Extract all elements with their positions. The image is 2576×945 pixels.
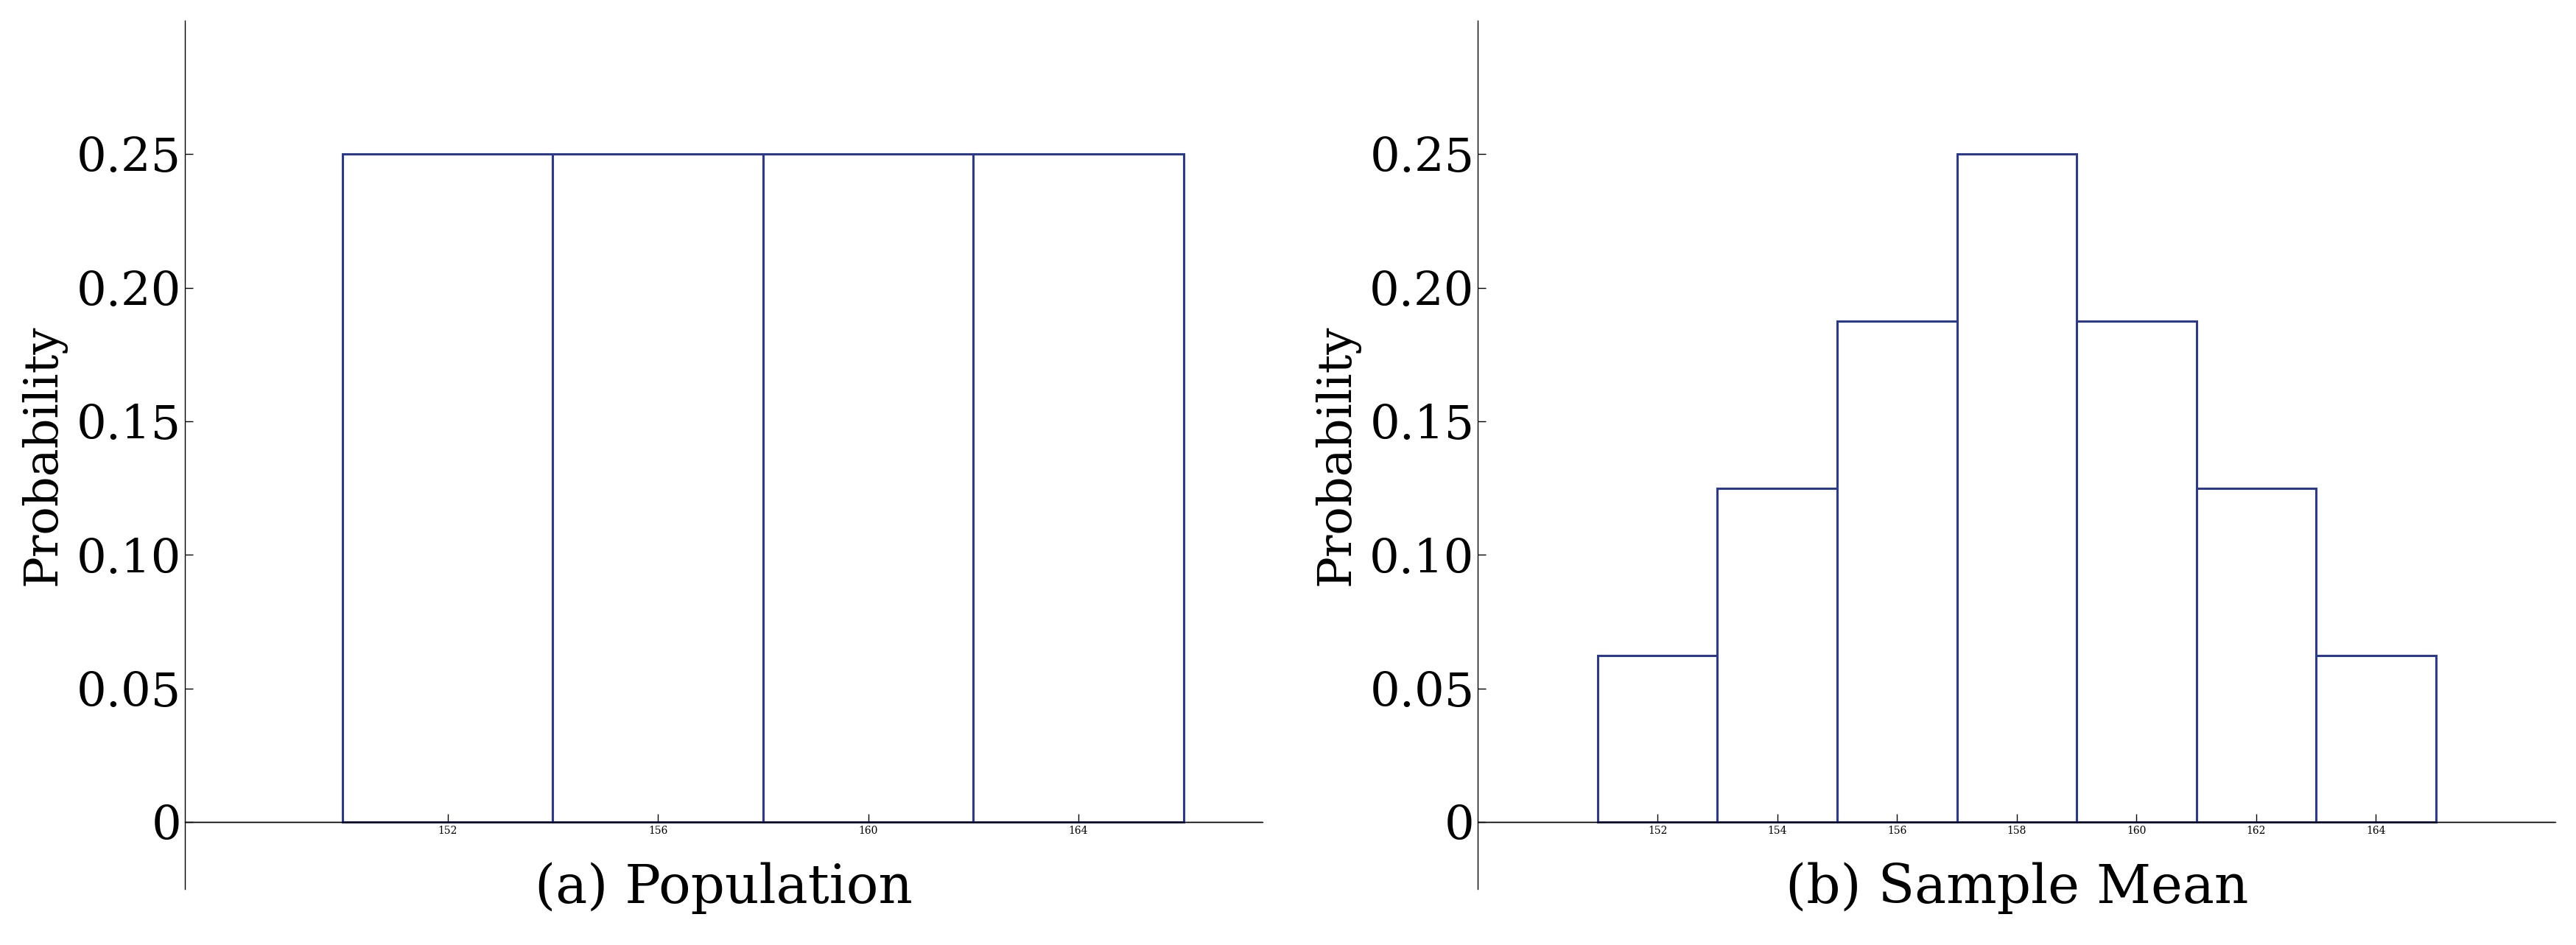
Bar: [1597, 655, 1718, 822]
Bar: [2316, 655, 2437, 822]
Bar: [1718, 489, 1837, 822]
Bar: [343, 154, 554, 822]
X-axis label: (b) Sample Mean: (b) Sample Mean: [1785, 862, 2249, 914]
Bar: [1837, 321, 1958, 822]
Y-axis label: Probability: Probability: [21, 324, 67, 585]
Y-axis label: Probability: Probability: [1314, 324, 1360, 585]
Bar: [1958, 154, 2076, 822]
Bar: [2197, 489, 2316, 822]
Bar: [762, 154, 974, 822]
Bar: [554, 154, 762, 822]
X-axis label: (a) Population: (a) Population: [536, 862, 912, 914]
Bar: [974, 154, 1182, 822]
Bar: [2076, 321, 2197, 822]
